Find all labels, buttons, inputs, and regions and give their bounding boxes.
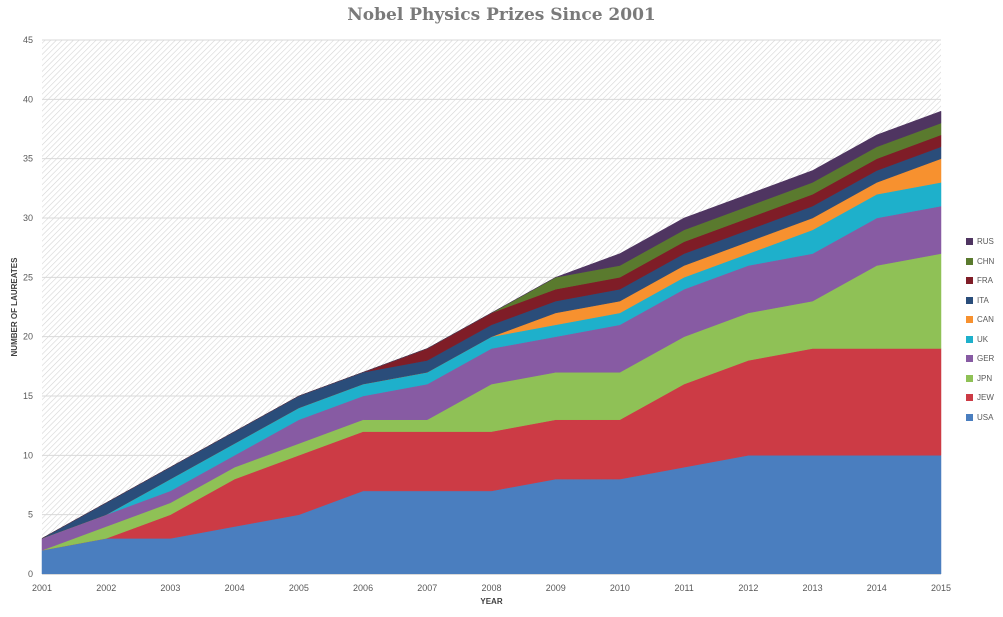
area-rus xyxy=(41,110,942,539)
x-tick-label: 2011 xyxy=(674,583,693,593)
legend-item-uk: UK xyxy=(966,330,994,350)
legend-swatch xyxy=(966,413,973,421)
legend-swatch xyxy=(966,257,973,265)
legend-item-ger: GER xyxy=(966,349,994,369)
legend-label: JEW xyxy=(977,393,994,403)
legend-item-ita: ITA xyxy=(966,291,994,311)
legend-item-jew: JEW xyxy=(966,388,994,408)
legend-swatch xyxy=(966,394,973,402)
legend-label: USA xyxy=(977,412,994,422)
legend-label: GER xyxy=(977,354,995,364)
legend-swatch xyxy=(966,355,973,363)
x-tick-label: 2009 xyxy=(546,583,566,593)
legend-item-jpn: JPN xyxy=(966,369,994,389)
x-axis-ticks: 2001 2002 2003 2004 2005 2006 2007 2008 2009 2010… xyxy=(32,583,951,593)
legend-item-rus: RUS xyxy=(966,232,994,252)
y-tick-label: 35 xyxy=(23,154,33,164)
legend: RUS CHN FRA ITA CAN UK GER JPN JEW USA xyxy=(966,232,994,427)
y-tick-label: 30 xyxy=(23,213,33,223)
x-tick-label: 2012 xyxy=(738,583,758,593)
x-tick-label: 2004 xyxy=(225,583,245,593)
y-axis-ticks: 0 5 10 15 20 25 30 35 40 45 xyxy=(23,35,33,579)
legend-item-usa: USA xyxy=(966,408,994,428)
x-tick-label: 2005 xyxy=(289,583,309,593)
legend-label: UK xyxy=(977,334,989,344)
legend-swatch xyxy=(966,238,973,246)
x-tick-label: 2014 xyxy=(867,583,887,593)
legend-item-chn: CHN xyxy=(966,252,994,272)
x-tick-label: 2001 xyxy=(32,583,52,593)
legend-label: RUS xyxy=(977,237,994,247)
area-series xyxy=(41,110,942,575)
x-tick-label: 2015 xyxy=(931,583,951,593)
y-tick-label: 10 xyxy=(23,450,33,460)
x-tick-label: 2008 xyxy=(481,583,501,593)
legend-swatch xyxy=(966,374,973,382)
x-tick-label: 2006 xyxy=(353,583,373,593)
legend-swatch xyxy=(966,296,973,304)
y-tick-label: 5 xyxy=(28,510,33,520)
legend-label: ITA xyxy=(977,295,989,305)
x-axis-title: YEAR xyxy=(480,597,502,606)
legend-item-fra: FRA xyxy=(966,271,994,291)
y-axis-title: NUMBER OF LAUREATES xyxy=(10,257,19,357)
legend-label: FRA xyxy=(977,276,993,286)
y-tick-label: 25 xyxy=(23,272,33,282)
y-tick-label: 20 xyxy=(23,332,33,342)
legend-swatch xyxy=(966,316,973,324)
legend-label: JPN xyxy=(977,373,993,383)
x-tick-label: 2002 xyxy=(96,583,116,593)
x-tick-label: 2013 xyxy=(803,583,823,593)
legend-swatch xyxy=(966,335,973,343)
y-tick-label: 40 xyxy=(23,94,33,104)
legend-label: CHN xyxy=(977,256,995,266)
x-tick-label: 2010 xyxy=(610,583,630,593)
y-tick-label: 0 xyxy=(28,569,33,579)
legend-label: CAN xyxy=(977,315,994,325)
x-tick-label: 2003 xyxy=(160,583,180,593)
chart-title: Nobel Physics Prizes Since 2001 xyxy=(347,5,656,25)
y-tick-label: 45 xyxy=(23,35,33,45)
legend-swatch xyxy=(966,277,973,285)
legend-item-can: CAN xyxy=(966,310,994,330)
y-tick-label: 15 xyxy=(23,391,33,401)
x-tick-label: 2007 xyxy=(417,583,437,593)
